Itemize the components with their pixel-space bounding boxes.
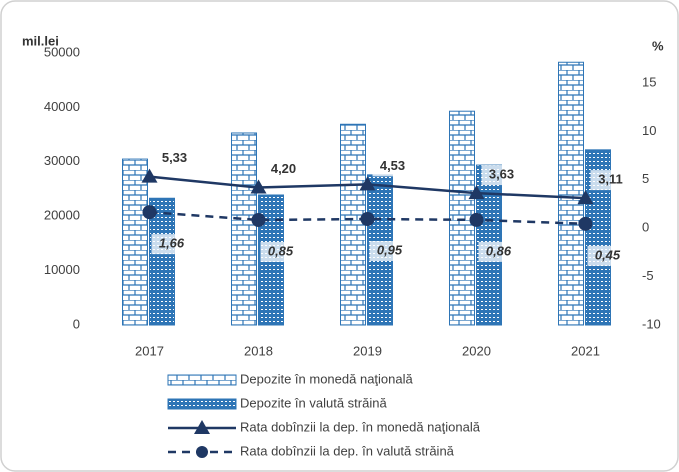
bar bbox=[340, 123, 366, 326]
marker bbox=[469, 212, 484, 227]
legend-label: Depozite în monedă naţională bbox=[240, 371, 414, 386]
bar bbox=[122, 158, 148, 326]
data-label: 0,95 bbox=[377, 242, 403, 257]
y-tick-label: 40000 bbox=[44, 99, 80, 114]
label-bg bbox=[587, 245, 628, 266]
marker bbox=[251, 212, 266, 227]
marker bbox=[142, 205, 157, 220]
line bbox=[149, 210, 586, 226]
data-label: 3,11 bbox=[598, 172, 623, 187]
label-bg bbox=[372, 156, 413, 177]
legend-label: Depozite în valută străină bbox=[240, 395, 387, 410]
data-label: 4,53 bbox=[380, 158, 405, 173]
y-tick-label: 10000 bbox=[44, 262, 80, 277]
y2-tick-label: 5 bbox=[642, 171, 649, 186]
y-tick-label: 0 bbox=[73, 316, 80, 331]
data-label: 0,85 bbox=[268, 243, 294, 258]
y2-axis-label: % bbox=[652, 38, 664, 53]
data-label: 5,33 bbox=[162, 150, 187, 165]
legend-label: Rata dobînzii la dep. în valută străină bbox=[240, 443, 455, 458]
y-tick-label: 50000 bbox=[44, 44, 80, 59]
label-bg bbox=[260, 241, 301, 262]
label-bg bbox=[478, 241, 519, 262]
x-tick-label: 2019 bbox=[353, 343, 382, 358]
label-bg bbox=[590, 170, 631, 191]
label-bg bbox=[151, 234, 192, 255]
data-label: 0,86 bbox=[486, 243, 512, 258]
y2-tick-label: 10 bbox=[642, 123, 656, 138]
label-bg bbox=[154, 148, 195, 169]
label-bg bbox=[481, 165, 522, 186]
marker bbox=[468, 185, 485, 200]
marker bbox=[360, 212, 375, 227]
marker bbox=[250, 179, 267, 194]
marker bbox=[577, 190, 594, 205]
x-tick-label: 2020 bbox=[462, 343, 491, 358]
marker bbox=[141, 168, 158, 183]
x-tick-label: 2017 bbox=[135, 343, 164, 358]
legend-label: Rata dobînzii la dep. în monedă naţional… bbox=[240, 419, 481, 434]
data-label: 0,45 bbox=[595, 247, 621, 262]
bar bbox=[231, 132, 257, 326]
label-bg bbox=[263, 159, 304, 180]
y-tick-label: 30000 bbox=[44, 153, 80, 168]
data-label: 4,20 bbox=[271, 161, 296, 176]
y-axis-label: mil.lei bbox=[22, 33, 59, 48]
y-tick-label: 20000 bbox=[44, 208, 80, 223]
x-tick-label: 2021 bbox=[571, 343, 600, 358]
data-label: 1,66 bbox=[159, 236, 185, 251]
data-label: 3,63 bbox=[489, 167, 514, 182]
bar bbox=[149, 197, 175, 326]
y2-tick-label: 15 bbox=[642, 74, 656, 89]
legend-swatch bbox=[167, 398, 237, 410]
y2-tick-label: -10 bbox=[642, 316, 661, 331]
legend-swatch bbox=[167, 374, 237, 386]
bar bbox=[558, 61, 584, 326]
marker bbox=[578, 216, 593, 231]
marker bbox=[359, 176, 376, 191]
label-bg bbox=[369, 241, 410, 262]
y2-tick-label: 0 bbox=[642, 220, 649, 235]
y2-tick-label: -5 bbox=[642, 268, 654, 283]
x-tick-label: 2018 bbox=[244, 343, 273, 358]
legend-marker bbox=[194, 420, 210, 434]
legend-marker bbox=[196, 446, 208, 458]
